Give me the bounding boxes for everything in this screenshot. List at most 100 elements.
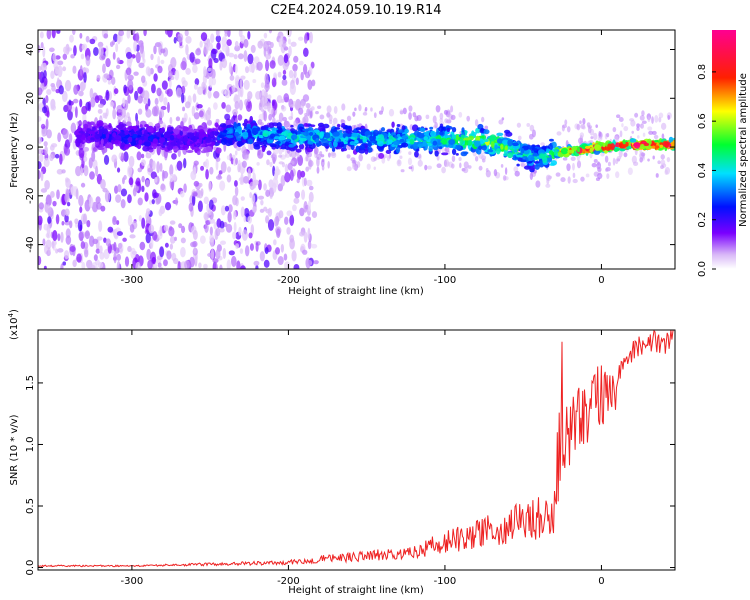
spectrogram-cell — [51, 85, 56, 92]
spectrogram-cell — [639, 149, 643, 154]
spectrogram-cell — [93, 254, 98, 262]
spectrogram-cell — [113, 88, 119, 95]
spectrogram-cell — [485, 168, 489, 173]
spectrogram-cell — [72, 98, 79, 104]
spectrogram-cell — [82, 213, 88, 225]
spectrogram-cell — [258, 179, 262, 191]
spectrogram-cell — [132, 133, 138, 139]
spectrogram-cell — [207, 90, 212, 99]
spectrogram-cell — [530, 157, 535, 161]
spectrogram-cell — [401, 135, 408, 139]
spectrogram-cell — [199, 143, 206, 148]
spectrogram-cell — [287, 38, 291, 45]
spectrogram-cell — [251, 127, 259, 135]
spectrogram-cell — [241, 131, 249, 138]
spectrogram-cell — [478, 145, 483, 151]
spectrogram-cell — [670, 141, 675, 146]
spectrogram-cell — [378, 152, 385, 159]
spectrogram-cell — [290, 134, 298, 140]
spectrogram-cell — [294, 191, 300, 199]
spectrogram-cell — [169, 116, 173, 125]
spectrogram-cell — [177, 142, 184, 145]
spectrogram-cell — [75, 165, 82, 177]
spectrogram-cell — [79, 98, 83, 108]
spectrogram-cell — [180, 120, 184, 128]
spectrogram-cell — [174, 69, 180, 81]
spectrogram-cell — [268, 113, 273, 121]
spectrogram-cell — [540, 142, 545, 146]
spectrogram-cell — [246, 95, 251, 102]
spectrogram-cell — [263, 110, 267, 122]
x-tick-label: -300 — [121, 576, 144, 587]
spectrogram-cell — [146, 248, 152, 261]
spectrogram-cell — [197, 126, 205, 130]
spectrogram-cell — [110, 76, 116, 85]
spectrogram-cell — [572, 178, 578, 184]
spectrogram-cell — [388, 135, 394, 140]
spectrogram-cell — [643, 142, 650, 147]
spectrogram-cell — [422, 140, 427, 147]
spectrogram-cell — [407, 157, 413, 166]
spectrogram-cell — [269, 161, 273, 167]
spectrogram-cell — [358, 104, 362, 112]
spectrogram-cell — [240, 196, 245, 201]
spectrogram-cell — [629, 138, 637, 143]
spectrogram-cell — [637, 135, 640, 139]
spectrogram-cell — [290, 124, 294, 128]
spectrogram-cell — [180, 225, 186, 234]
spectrogram-cell — [156, 87, 162, 97]
spectrogram-cell — [293, 197, 300, 204]
spectrogram-cell — [38, 115, 42, 122]
spectrogram-cell — [324, 132, 331, 139]
spectrogram-cell — [396, 133, 401, 138]
spectrogram-cell — [584, 145, 591, 149]
spectrogram-cell — [129, 234, 136, 239]
spectrogram-cell — [364, 106, 368, 112]
spectrogram-cell — [133, 71, 139, 76]
spectrogram-cell — [334, 136, 339, 143]
spectrogram-cell — [604, 155, 609, 163]
spectrogram-cell — [545, 174, 552, 182]
spectrogram-cell — [302, 128, 309, 132]
spectrogram-cell — [127, 194, 132, 204]
spectrogram-cell — [96, 236, 103, 241]
spectrogram-cell — [226, 174, 232, 183]
spectrogram-cell — [259, 251, 265, 262]
spectrogram-cell — [255, 242, 259, 252]
spectrogram-cell — [98, 220, 103, 232]
spectrogram-cell — [173, 36, 177, 44]
spectrogram-cell — [327, 152, 331, 158]
spectrogram-cell — [174, 236, 177, 241]
spectrogram-cell — [618, 116, 624, 122]
spectrogram-cell — [290, 41, 297, 47]
spectrogram-cell — [516, 163, 520, 167]
spectrogram-cell — [50, 104, 56, 111]
colorbar-tick-label: 0.6 — [697, 113, 708, 129]
spectrogram-cell — [89, 87, 94, 99]
spectrogram-cell — [127, 79, 134, 91]
spectrogram-cell — [137, 167, 143, 173]
spectrogram-cell — [336, 124, 341, 128]
spectrogram-cell — [216, 218, 222, 228]
spectrogram-cell — [148, 224, 155, 234]
spectrogram-cell — [301, 189, 306, 200]
spectrogram-cell — [621, 144, 629, 148]
spectrogram-cell — [280, 174, 286, 187]
spectrogram-cell — [439, 112, 444, 120]
spectrogram-cell — [215, 175, 223, 180]
spectrogram-cell — [249, 243, 254, 251]
spectrogram-cell — [202, 66, 207, 77]
spectrogram-cell — [286, 210, 293, 217]
spectrogram-cell — [98, 126, 105, 134]
top-x-axis: -300 -200 -100 0 — [121, 30, 605, 286]
spectrogram-cell — [297, 36, 304, 41]
spectrogram-cell — [616, 114, 621, 119]
spectrogram-cell — [151, 83, 156, 94]
spectrogram-cell — [224, 30, 229, 34]
spectrogram-cell — [45, 95, 49, 104]
spectrogram-cell — [408, 166, 413, 170]
spectrogram-cell — [495, 148, 501, 155]
spectrogram-cell — [362, 136, 367, 143]
spectrogram-cell — [136, 143, 142, 150]
spectrogram-cell — [112, 215, 117, 226]
